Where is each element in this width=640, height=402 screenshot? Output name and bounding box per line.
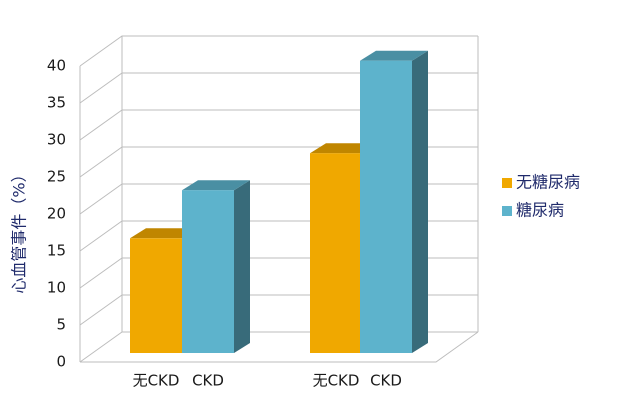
x-tick-label: CKD [370,372,402,390]
bar [360,60,412,353]
y-tick-label: 5 [56,316,66,334]
grid-line [79,109,478,141]
bar-top [182,180,250,191]
y-tick-label: 0 [56,353,66,371]
y-tick-label: 25 [47,168,66,186]
y-tick-label: 30 [47,131,66,149]
y-tick-label: 10 [47,279,66,297]
x-tick-label: CKD [192,372,224,390]
y-tick-label: 35 [47,94,66,112]
x-tick-label: 无CKD [133,372,180,390]
y-tick-label: 40 [47,57,66,75]
floor [80,331,479,363]
x-tick-label: 无CKD [313,372,360,390]
legend-swatch [502,178,512,188]
legend-swatch [502,206,512,216]
bar-side [412,50,428,353]
bar [182,190,234,353]
grid-line [79,35,478,67]
legend-label: 无糖尿病 [516,173,580,192]
bar [130,238,182,353]
y-tick-label: 20 [47,205,66,223]
bar-top [130,228,198,239]
grid-line [79,72,478,104]
bar-top [360,50,428,61]
y-axis-label: 心血管事件（%） [10,166,29,293]
legend-label: 糖尿病 [516,201,564,220]
bar [310,153,362,353]
y-tick-label: 15 [47,242,66,260]
bar-side [234,180,250,353]
